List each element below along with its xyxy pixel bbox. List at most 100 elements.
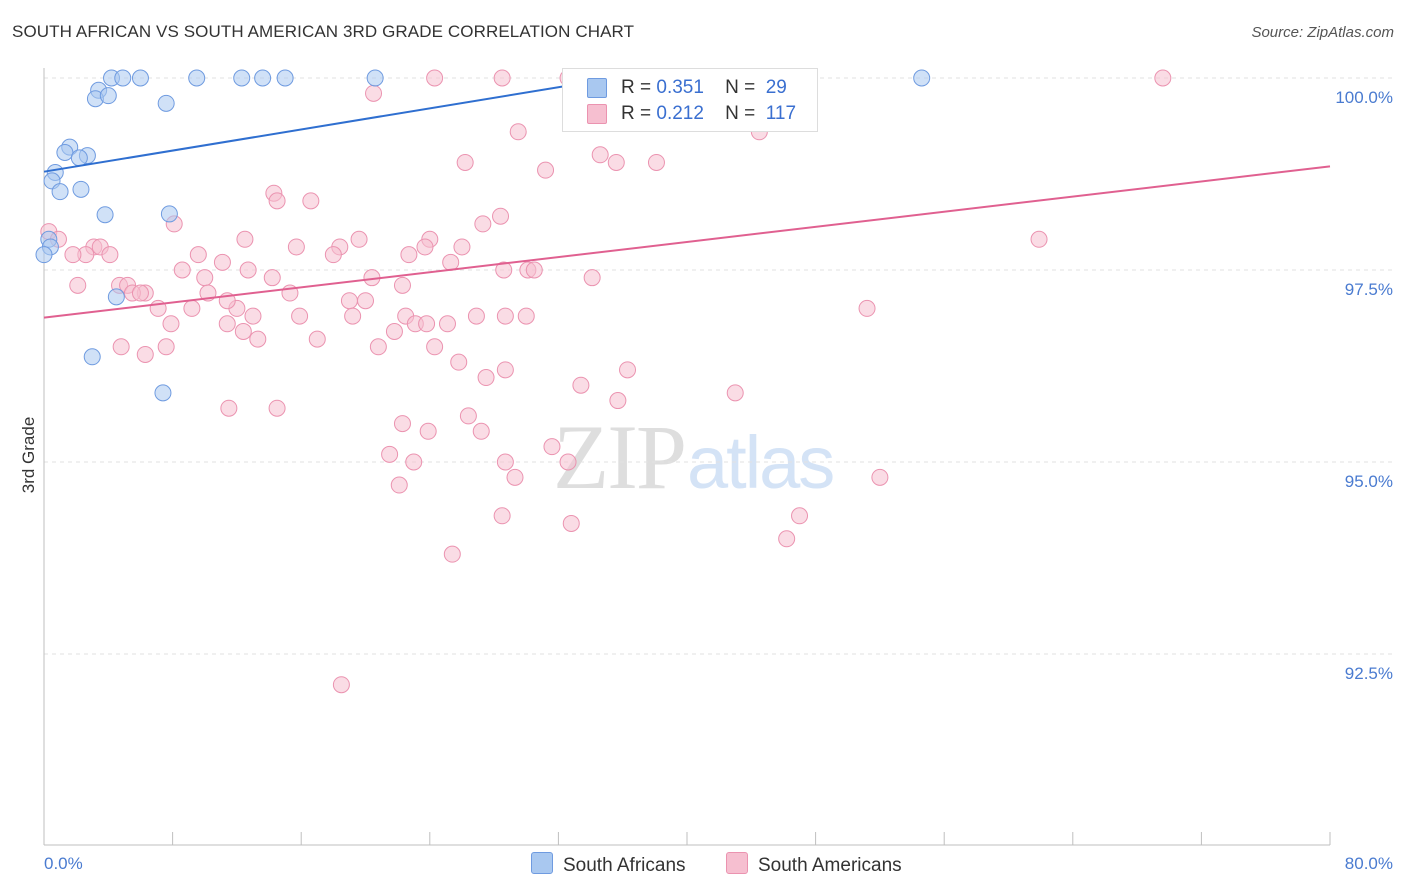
south-africans-point <box>913 69 931 87</box>
south-americans-point <box>647 153 665 171</box>
south-americans-point <box>162 315 180 333</box>
legend-n-label: N = <box>725 77 756 98</box>
south-americans-point <box>472 422 490 440</box>
south-africans-point <box>154 384 172 402</box>
south-americans-point <box>871 468 889 486</box>
legend-r-value: 0.351 <box>656 77 704 98</box>
south-americans-point <box>344 307 362 325</box>
south-americans-point <box>324 246 342 264</box>
south-americans-point <box>390 476 408 494</box>
data-points <box>35 69 1172 694</box>
y-tick-label: 100.0% <box>1335 88 1393 107</box>
south-africans-point <box>254 69 272 87</box>
south-americans-point <box>196 269 214 287</box>
legend-n-label: N = <box>725 103 756 124</box>
south-americans-point <box>131 284 149 302</box>
south-americans-point <box>416 238 434 256</box>
legend-n-value: 29 <box>765 77 787 98</box>
south-americans-point <box>239 261 257 279</box>
south-americans-point <box>400 246 418 264</box>
south-americans-point <box>220 399 238 417</box>
south-africans-point <box>35 246 53 264</box>
south-americans-point <box>450 353 468 371</box>
south-americans-trendline <box>43 165 1331 319</box>
axes <box>43 68 1331 846</box>
south-americans-point <box>405 453 423 471</box>
south-americans-point <box>418 315 436 333</box>
bottom-legend-swatch-pink <box>726 852 748 874</box>
bottom-legend-south-africans: South Africans <box>531 852 686 877</box>
south-americans-point <box>517 307 535 325</box>
south-africans-point <box>276 69 294 87</box>
legend-swatch-blue <box>587 78 607 98</box>
south-americans-point <box>496 307 514 325</box>
south-americans-point <box>506 468 524 486</box>
south-americans-point <box>369 338 387 356</box>
south-americans-point <box>591 146 609 164</box>
south-americans-point <box>189 246 207 264</box>
south-americans-point <box>791 507 809 525</box>
y-tick-label: 92.5% <box>1345 664 1393 683</box>
chart-title: SOUTH AFRICAN VS SOUTH AMERICAN 3RD GRAD… <box>12 22 635 41</box>
south-africans-point <box>157 94 175 112</box>
south-americans-point <box>350 230 368 248</box>
x-tick-label: 80.0% <box>1345 854 1393 873</box>
legend-swatch-pink <box>587 104 607 124</box>
south-americans-point <box>1030 230 1048 248</box>
bottom-legend-south-americans: South Americans <box>726 852 902 877</box>
trend-lines <box>43 77 1331 319</box>
south-americans-point <box>456 153 474 171</box>
south-americans-point <box>287 238 305 256</box>
south-americans-point <box>559 453 577 471</box>
south-americans-point <box>385 322 403 340</box>
south-americans-point <box>496 361 514 379</box>
south-africans-point <box>70 149 88 167</box>
south-americans-point <box>244 307 262 325</box>
bottom-legend-label: South Africans <box>563 855 686 876</box>
south-americans-point <box>493 507 511 525</box>
south-americans-point <box>218 315 236 333</box>
south-americans-point <box>477 369 495 387</box>
south-americans-point <box>583 269 601 287</box>
south-africans-point <box>99 87 117 105</box>
south-africans-point <box>160 205 178 223</box>
south-africans-point <box>114 69 132 87</box>
south-americans-point <box>183 299 201 317</box>
south-americans-point <box>525 261 543 279</box>
south-americans-point <box>112 338 130 356</box>
south-americans-point <box>268 399 286 417</box>
south-americans-point <box>263 269 281 287</box>
legend-n-value: 117 <box>765 103 797 124</box>
south-africans-point <box>83 348 101 366</box>
y-tick-label: 97.5% <box>1345 280 1393 299</box>
south-americans-point <box>302 192 320 210</box>
bottom-legend-label: South Americans <box>758 855 902 876</box>
south-americans-point <box>291 307 309 325</box>
south-americans-point <box>426 69 444 87</box>
south-africans-point <box>56 143 74 161</box>
south-americans-point <box>607 153 625 171</box>
south-americans-point <box>537 161 555 179</box>
correlation-legend: R = 0.351 N = 29 R = 0.212 N = 117 <box>562 68 818 132</box>
gridlines <box>44 77 1396 655</box>
y-axis-title: 3rd Grade <box>19 417 38 494</box>
south-americans-point <box>332 676 350 694</box>
south-americans-point <box>726 384 744 402</box>
zipatlas-watermark: ZIPatlas <box>553 406 835 508</box>
south-americans-point <box>778 530 796 548</box>
south-americans-point <box>443 545 461 563</box>
south-americans-point <box>543 438 561 456</box>
south-americans-point <box>426 338 444 356</box>
south-americans-point <box>173 261 191 279</box>
south-americans-point <box>249 330 267 348</box>
south-americans-point <box>365 84 383 102</box>
bottom-legend-swatch-blue <box>531 852 553 874</box>
south-africans-point <box>233 69 251 87</box>
south-americans-point <box>459 407 477 425</box>
south-africans-point <box>131 69 149 87</box>
south-americans-point <box>268 192 286 210</box>
south-americans-point <box>308 330 326 348</box>
south-americans-point <box>69 276 87 294</box>
south-americans-point <box>213 253 231 271</box>
